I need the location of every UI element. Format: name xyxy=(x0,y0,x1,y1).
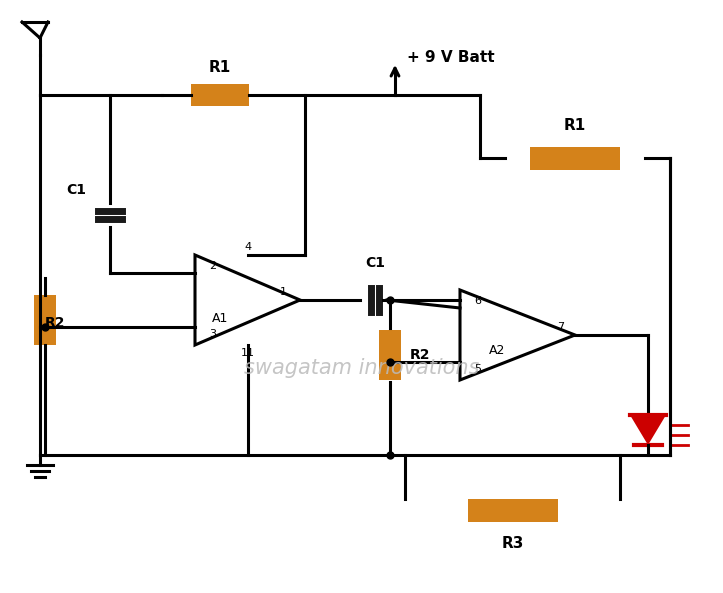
Bar xyxy=(468,499,557,521)
Bar xyxy=(34,295,56,345)
Bar xyxy=(379,330,401,380)
Text: A2: A2 xyxy=(489,343,505,356)
Text: 6: 6 xyxy=(474,296,481,306)
Text: R2: R2 xyxy=(410,348,430,362)
Text: 2: 2 xyxy=(209,261,216,271)
Text: 11: 11 xyxy=(241,348,255,358)
Text: 5: 5 xyxy=(474,364,481,374)
Bar xyxy=(191,84,249,106)
Text: 4: 4 xyxy=(244,242,252,252)
Text: R1: R1 xyxy=(564,117,586,132)
Text: swagatam innovations: swagatam innovations xyxy=(244,358,480,378)
Polygon shape xyxy=(630,415,666,445)
Text: 7: 7 xyxy=(557,322,564,332)
Text: R1: R1 xyxy=(209,60,231,75)
Text: A1: A1 xyxy=(212,311,228,324)
Text: 3: 3 xyxy=(209,329,216,339)
Text: C1: C1 xyxy=(66,183,86,197)
Text: C1: C1 xyxy=(365,256,385,270)
Text: R3: R3 xyxy=(501,535,523,550)
Text: + 9 V Batt: + 9 V Batt xyxy=(407,49,495,65)
Text: 1: 1 xyxy=(280,287,287,297)
Bar xyxy=(530,146,620,170)
Text: R2: R2 xyxy=(45,316,65,330)
